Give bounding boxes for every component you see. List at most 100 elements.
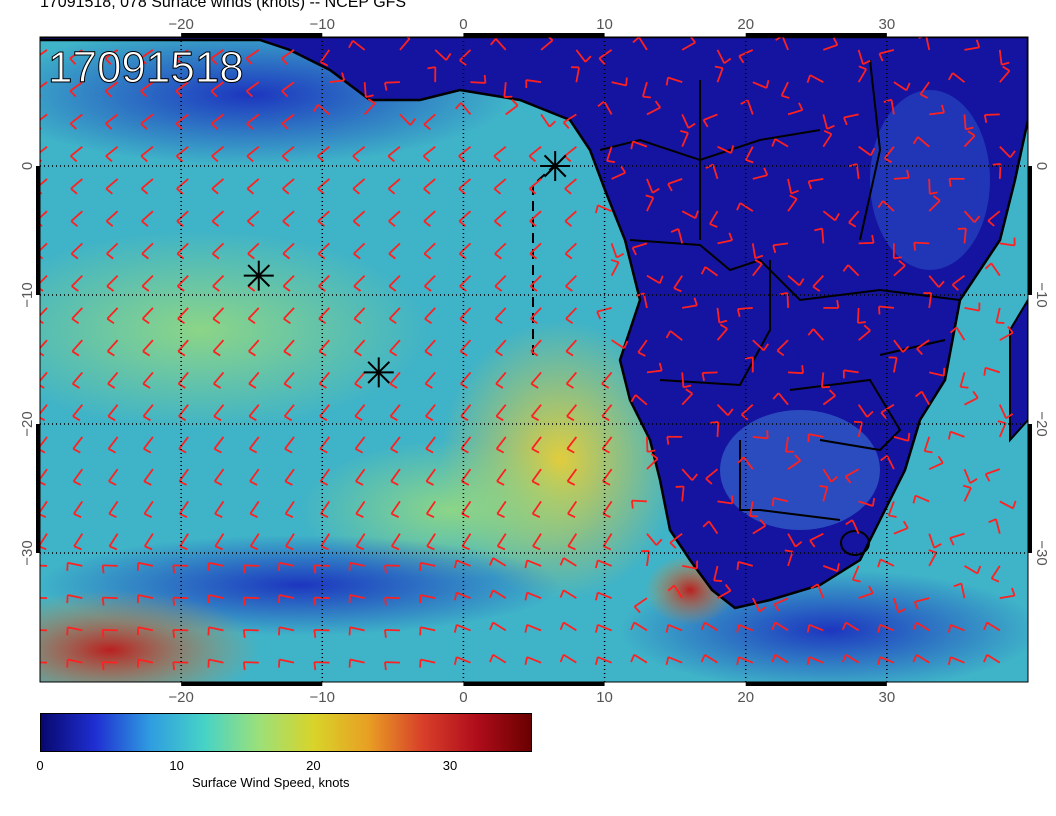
- wind-barb: [630, 621, 648, 632]
- wind-barb: [736, 656, 754, 666]
- wind-barb: [494, 307, 507, 325]
- wind-barb: [923, 436, 933, 454]
- wind-barb: [990, 565, 1001, 583]
- wind-barb: [646, 533, 663, 546]
- wind-barb: [665, 330, 683, 341]
- wind-barb: [752, 167, 769, 180]
- wind-barb: [681, 388, 694, 406]
- wind-barb: [700, 621, 718, 632]
- wind-barb: [384, 628, 400, 638]
- wind-barb: [106, 275, 119, 292]
- wind-barb: [143, 500, 154, 519]
- wind-barb: [353, 339, 366, 357]
- wind-barb: [843, 113, 859, 126]
- wind-barb: [597, 100, 613, 115]
- wind-barb: [459, 49, 472, 66]
- wind-barb: [248, 436, 260, 454]
- wind-barb: [566, 404, 578, 422]
- wind-barb: [853, 420, 863, 438]
- wind-barb: [142, 371, 154, 389]
- wind-barb: [928, 178, 938, 195]
- wind-barb: [987, 210, 1001, 227]
- wind-barb: [106, 339, 119, 357]
- wind-barb: [752, 430, 769, 440]
- wind-barb: [857, 404, 874, 418]
- wind-barb: [773, 597, 789, 612]
- wind-barb: [72, 468, 84, 486]
- wind-barb: [630, 394, 648, 406]
- wind-barb: [212, 275, 225, 292]
- wind-barb: [245, 49, 260, 65]
- wind-barb: [595, 591, 612, 601]
- wind-barb: [353, 307, 366, 325]
- wind-barb: [999, 237, 1016, 247]
- lon-tick-label: −10: [310, 689, 335, 706]
- wind-barb: [964, 39, 981, 51]
- wind-barb: [355, 468, 366, 486]
- wind-barb: [822, 210, 840, 222]
- wind-barb: [812, 275, 825, 292]
- wind-barb: [71, 307, 83, 325]
- wind-barb: [984, 468, 1001, 482]
- wind-barb: [673, 275, 683, 293]
- wind-barb: [948, 177, 965, 187]
- wind-barb: [602, 500, 613, 519]
- wind-barb: [714, 65, 724, 83]
- wind-barb: [213, 371, 225, 389]
- wind-barb: [564, 210, 577, 227]
- wind-barb: [213, 404, 225, 422]
- wind-barb: [214, 533, 225, 551]
- wind-barb: [140, 145, 154, 163]
- wind-barb: [632, 37, 648, 51]
- wind-barb: [175, 49, 189, 65]
- wind-barb: [390, 468, 401, 486]
- wind-barb: [841, 621, 860, 632]
- wind-barb: [823, 37, 839, 51]
- wind-barb: [105, 145, 119, 163]
- wind-barb: [858, 585, 874, 599]
- wind-barb: [785, 436, 794, 453]
- wind-barb: [784, 549, 794, 567]
- wind-barb: [388, 275, 401, 292]
- wind-barb: [313, 661, 330, 671]
- wind-barb: [717, 495, 734, 505]
- wind-barb: [40, 178, 48, 195]
- wind-barb: [140, 178, 154, 195]
- wind-barb: [681, 210, 699, 219]
- lat-tick-label: 0: [19, 162, 36, 170]
- wind-barb: [73, 533, 84, 551]
- wind-barb: [348, 594, 365, 604]
- wind-barb: [353, 242, 366, 260]
- storm-markers: [243, 151, 571, 388]
- wind-barb: [665, 656, 683, 666]
- wind-barb: [842, 369, 859, 379]
- wind-barb: [788, 365, 804, 375]
- wind-barb: [919, 81, 930, 99]
- wind-barb: [388, 210, 401, 227]
- wind-barb: [40, 404, 48, 422]
- wind-barb: [136, 658, 154, 668]
- wind-barb: [893, 339, 910, 353]
- wind-barb: [983, 366, 1001, 376]
- wind-barb: [419, 658, 436, 668]
- wind-barb: [363, 98, 376, 116]
- wind-barb: [70, 210, 83, 227]
- storm-marker-icon: [540, 151, 571, 181]
- wind-barb: [40, 436, 48, 454]
- wind-barb: [353, 275, 366, 292]
- wind-barb: [601, 436, 613, 454]
- lon-tick-label: 10: [596, 16, 613, 33]
- wind-barb: [999, 65, 1011, 83]
- wind-barb: [247, 210, 260, 227]
- wind-barb: [348, 561, 365, 571]
- wind-barb: [716, 404, 734, 416]
- wind-barb: [390, 436, 401, 454]
- wind-barb: [107, 436, 119, 454]
- wind-barb: [893, 597, 906, 614]
- wind-barb: [595, 623, 612, 633]
- wind-barb: [565, 307, 577, 325]
- wind-barb: [211, 145, 225, 163]
- wind-barb: [883, 146, 895, 164]
- wind-barb: [710, 421, 720, 437]
- wind-barb: [667, 178, 683, 192]
